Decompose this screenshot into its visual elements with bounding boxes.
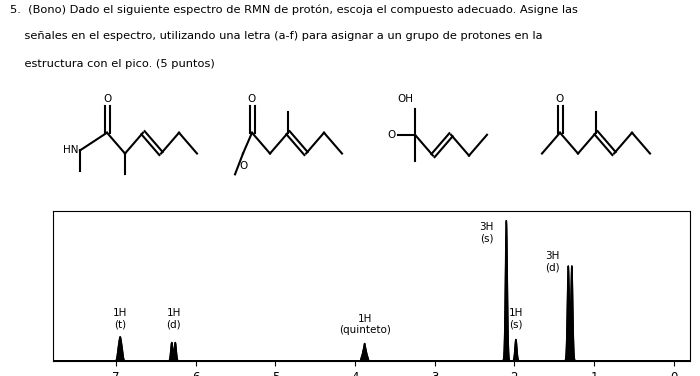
Text: 3H
(s): 3H (s) <box>480 222 494 244</box>
Text: 3H
(d): 3H (d) <box>545 250 560 272</box>
Text: 1H
(s): 1H (s) <box>509 308 523 329</box>
Text: 1H
(d): 1H (d) <box>166 308 181 329</box>
Text: O: O <box>248 94 256 103</box>
Text: 5.  (Bono) Dado el siguiente espectro de RMN de protón, escoja el compuesto adec: 5. (Bono) Dado el siguiente espectro de … <box>10 4 578 15</box>
Text: O: O <box>103 94 111 103</box>
Text: O: O <box>239 161 247 171</box>
Text: O: O <box>556 94 564 103</box>
Text: 1H
(t): 1H (t) <box>113 308 127 329</box>
Text: OH: OH <box>397 94 413 103</box>
Text: 1H
(quinteto): 1H (quinteto) <box>339 314 391 335</box>
Text: estructura con el pico. (5 puntos): estructura con el pico. (5 puntos) <box>10 59 216 69</box>
Text: O: O <box>388 130 396 140</box>
Text: HN: HN <box>62 146 78 155</box>
Text: señales en el espectro, utilizando una letra (a-f) para asignar a un grupo de pr: señales en el espectro, utilizando una l… <box>10 32 543 41</box>
